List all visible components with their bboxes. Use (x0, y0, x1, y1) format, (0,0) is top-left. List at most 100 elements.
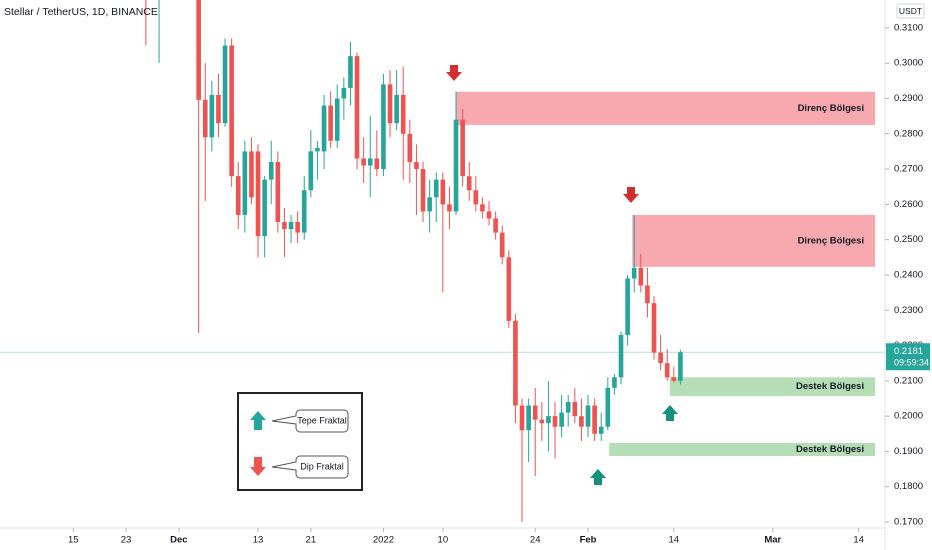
candle-body (249, 151, 254, 198)
zone-label: Destek Bölgesi (796, 444, 864, 455)
x-tick-label: Dec (170, 535, 187, 546)
candle-body (255, 151, 261, 237)
candle-body (664, 363, 670, 378)
zone (669, 377, 876, 396)
candle-body (678, 352, 683, 381)
x-tick-label: 23 (121, 535, 132, 546)
candle-body (341, 87, 347, 99)
legend-callout (271, 409, 349, 433)
candle-body (235, 176, 241, 215)
candle-body (308, 151, 314, 191)
price-tag (886, 343, 930, 371)
x-tick-label: Mar (764, 535, 781, 546)
candle-body (460, 119, 465, 177)
x-tick-label: 14 (669, 535, 680, 546)
candle-body (645, 285, 650, 304)
x-tick-label: 15 (68, 535, 79, 546)
x-tick-label: Feb (580, 535, 597, 546)
candle-body (466, 176, 472, 191)
candle-body (552, 416, 558, 427)
candle-body (282, 222, 287, 230)
legend: Tepe Fraktal Dip Fraktal (237, 392, 363, 491)
candle-body (295, 222, 300, 233)
candle-body (631, 267, 637, 279)
candle-body (559, 412, 564, 427)
candle-body (572, 402, 578, 417)
y-tick-label: 0.1800 (894, 481, 923, 492)
candle-body (499, 232, 505, 258)
candle-body (328, 105, 333, 141)
candle-body (532, 405, 538, 420)
y-tick-label: 0.2700 (894, 164, 923, 175)
countdown: 09:59:34 (894, 358, 929, 368)
candle-body (394, 94, 399, 124)
candle-body (480, 204, 485, 212)
x-tick-label: 10 (438, 535, 449, 546)
candle-body (658, 352, 663, 364)
zone-label: Destek Bölgesi (796, 381, 864, 392)
zone (632, 214, 876, 267)
y-tick-label: 0.2300 (894, 305, 923, 316)
candle-body (598, 426, 604, 434)
candle-body (453, 119, 459, 212)
y-tick-label: 0.2800 (894, 128, 923, 139)
x-tick-label: 14 (853, 535, 864, 546)
candle-body (196, 0, 201, 100)
y-tick-label: 0.2500 (894, 234, 923, 245)
candle-body (202, 99, 208, 138)
zone-label: Direnç Bölgesi (798, 235, 865, 246)
candle-body (671, 377, 677, 381)
candle-body (275, 162, 281, 222)
y-tick-label: 0.3000 (894, 58, 923, 69)
candle-body (361, 158, 366, 166)
candle-body (407, 133, 413, 162)
y-tick-label: 0.2000 (894, 411, 923, 422)
candle-body (348, 56, 353, 88)
fractal-arrow (590, 469, 606, 485)
y-tick-label: 0.1900 (894, 446, 923, 457)
legend-label: Dip Fraktal (300, 461, 344, 471)
candle-body (473, 190, 479, 205)
candle-body (242, 151, 248, 215)
fractal-arrow (623, 187, 639, 203)
candle-body (387, 84, 393, 124)
candle-body (618, 334, 624, 378)
y-tick-label: 0.1700 (894, 517, 923, 528)
zone-label: Direnç Bölgesi (798, 103, 865, 114)
candle-body (612, 377, 617, 388)
candle-body (493, 218, 498, 233)
candle-body (447, 204, 452, 212)
legend-arrow (250, 411, 266, 430)
candle-body (367, 158, 373, 166)
candle-body (354, 56, 360, 159)
plot-area: Direnç Bölgesi Direnç Bölgesi Destek Bölge… (0, 0, 885, 522)
fractal-arrow (446, 65, 462, 81)
candle-body (301, 190, 307, 233)
candle-body (651, 303, 657, 353)
candle-body (585, 405, 591, 427)
zone (456, 91, 876, 125)
candle-body (420, 169, 426, 212)
candle-body (506, 257, 512, 321)
candle-body (414, 162, 419, 170)
candle-body (315, 147, 320, 152)
candle-body (565, 402, 571, 413)
fractal-arrow (662, 405, 678, 421)
candle-body (605, 387, 611, 427)
currency-box (896, 3, 925, 19)
candle-body (486, 211, 492, 219)
zone (609, 442, 876, 456)
candle-body (288, 222, 294, 230)
candle-body (334, 98, 340, 141)
candle-body (262, 179, 267, 237)
candle-body (513, 320, 518, 406)
x-tick-label: 21 (306, 535, 317, 546)
legend-callout (271, 455, 349, 479)
x-tick-label: 2022 (373, 535, 394, 546)
y-tick-label: 0.2400 (894, 269, 923, 280)
candle-body (440, 179, 446, 205)
y-tick-label: 0.3100 (894, 22, 923, 33)
candle-body (638, 267, 644, 286)
candle-body (268, 162, 274, 180)
